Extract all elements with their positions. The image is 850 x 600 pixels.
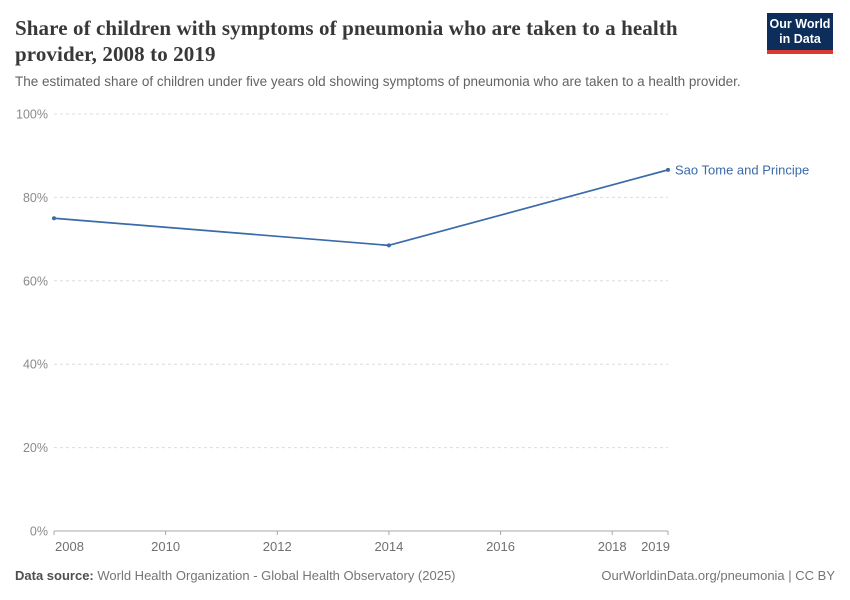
x-axis-tick-label: 2010 <box>151 539 180 554</box>
x-axis-tick-label: 2008 <box>55 539 84 554</box>
y-axis-tick-label: 0% <box>30 525 48 539</box>
series-label[interactable]: Sao Tome and Principe <box>675 162 809 177</box>
data-line[interactable] <box>53 169 669 247</box>
owid-logo-line1: Our World <box>769 17 831 31</box>
y-axis-tick-label: 40% <box>23 358 48 372</box>
x-axis-tick-label: 2014 <box>374 539 403 554</box>
x-axis-tick-label: 2018 <box>598 539 627 554</box>
page-footer: Data source: World Health Organization -… <box>15 567 835 585</box>
data-source-text: World Health Organization - Global Healt… <box>93 568 456 583</box>
x-axis-tick-label: 2012 <box>263 539 292 554</box>
x-axis-tick-label: 2019 <box>641 539 670 554</box>
y-axis-tick-label: 20% <box>23 441 48 455</box>
data-point[interactable] <box>666 167 670 172</box>
x-axis-tick-label: 2016 <box>486 539 515 554</box>
data-source-note: Data source: World Health Organization -… <box>15 567 456 585</box>
owid-logo[interactable]: Our World in Data <box>767 13 833 54</box>
footer-credit-link[interactable]: OurWorldinData.org/pneumonia | CC BY <box>601 568 835 583</box>
owid-logo-line2: in Data <box>779 32 821 46</box>
y-axis-tick-label: 80% <box>23 191 48 205</box>
data-point[interactable] <box>52 216 56 221</box>
chart-subtitle: The estimated share of children under fi… <box>15 74 741 89</box>
y-axis-tick-label: 60% <box>23 274 48 288</box>
chart-title: Share of children with symptoms of pneum… <box>15 16 678 66</box>
data-source-label: Data source: <box>15 568 94 583</box>
data-point[interactable] <box>386 243 391 248</box>
y-axis-tick-label: 100% <box>16 108 48 122</box>
